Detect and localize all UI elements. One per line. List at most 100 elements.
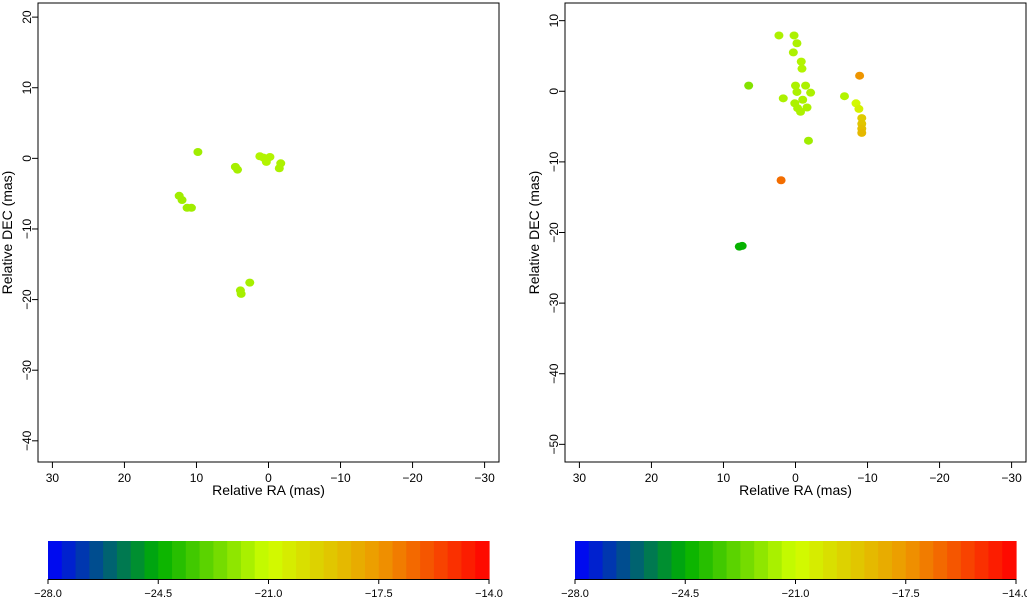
x-tick-label: 30 [46,471,60,485]
data-point [792,87,802,96]
data-point [854,104,864,113]
colorbar-segment [919,541,934,579]
x-tick-label: −20 [929,471,950,485]
x-tick-label: 20 [118,471,132,485]
colorbar-segment [378,541,394,579]
colorbar-tick-label: −14.0 [1002,588,1027,600]
data-point [789,31,799,40]
y-tick-label: −10 [547,151,561,172]
data-point [274,164,284,173]
colorbar-segment [309,541,325,579]
colorbar-segment [781,541,797,579]
y-tick-label: 20 [20,10,34,24]
colorbar-1: −28.0 −24.5 −21.0 −17.5 −14.0 [34,541,503,600]
data-point [245,278,255,287]
y-tick-label: −30 [20,360,34,381]
colorbar-segment [836,541,852,579]
colorbar-segment [475,541,490,579]
colorbar-segment [933,541,948,579]
colorbar-tick-label: −28.0 [561,588,589,600]
colorbar-segment [960,541,976,579]
colorbar-segment [172,541,187,579]
y-tick-label: 10 [547,14,561,28]
colorbar-segment [144,541,159,579]
data-point [796,107,806,116]
data-point [737,241,747,250]
data-point [236,289,246,298]
x-tick-label: 0 [265,471,272,485]
data-point [803,136,813,145]
colorbar-segment [823,541,838,579]
data-point [791,81,800,90]
data-point [806,88,816,97]
x-tick-label: −10 [330,471,351,485]
x-tick-label: −30 [474,471,495,485]
data-point [802,103,812,112]
x-axis-title: Relative RA (mas) [212,482,325,498]
data-point [801,81,811,90]
colorbar-segment [685,541,700,579]
data-point [177,196,187,205]
data-point [774,31,784,40]
colorbar-segment [61,541,77,579]
data-point [186,203,196,212]
colorbar-segment [809,541,824,579]
colorbar-segment [891,541,907,579]
y-tick-label: 0 [20,155,34,162]
y-axis-title: Relative DEC (mas) [0,171,15,295]
data-point [839,92,849,101]
colorbar-segment [767,541,783,579]
data-point [792,39,802,48]
data-point [855,71,865,80]
colorbar-segment [947,541,962,579]
y-tick-label: −30 [547,293,561,314]
colorbar-segment [795,541,810,579]
colorbar-segment [1002,541,1017,579]
colorbar-segment [864,541,879,579]
y-tick-label: −10 [20,218,34,239]
x-tick-label: 10 [717,471,731,485]
colorbar-segment [240,541,256,579]
y-tick-label: −20 [547,222,561,243]
colorbar-segment [351,541,366,579]
x-tick-label: 0 [792,471,799,485]
colorbar-segment [630,541,645,579]
colorbar-segment [392,541,407,579]
x-tick-label: 30 [573,471,587,485]
data-point [798,95,808,104]
colorbar-segment [616,541,631,579]
y-tick-label: −20 [20,289,34,310]
colorbar-segment [850,541,866,579]
colorbar-segment [282,541,297,579]
colorbar-segment [588,541,604,579]
x-tick-label: 10 [190,471,204,485]
data-point [193,147,203,156]
colorbar-segment [878,541,893,579]
colorbar-segment [254,541,270,579]
colorbar-segment [712,541,728,579]
colorbar-segment [213,541,228,579]
colorbar-segment [323,541,339,579]
colorbar-tick-label: −21.0 [782,588,810,600]
colorbar-segment [185,541,201,579]
data-point [778,94,788,103]
colorbar-segment [75,541,90,579]
colorbar-tick-label: −17.5 [365,588,393,600]
colorbar-segment [227,541,242,579]
y-tick-label: −50 [547,434,561,455]
colorbar-segment [116,541,132,579]
data-point [857,114,867,123]
colorbar-segment [48,541,63,579]
colorbar-segment [699,541,714,579]
colorbar-tick-label: −14.0 [475,588,503,600]
colorbar-segment [905,541,921,579]
data-point [233,165,243,174]
colorbar-tick-label: −28.0 [34,588,62,600]
y-tick-label: 10 [20,81,34,95]
colorbar-segment [575,541,590,579]
colorbar-segment [974,541,990,579]
y-axis-title: Relative DEC (mas) [526,171,542,295]
y-tick-label: −40 [20,430,34,451]
colorbar-segment [199,541,214,579]
